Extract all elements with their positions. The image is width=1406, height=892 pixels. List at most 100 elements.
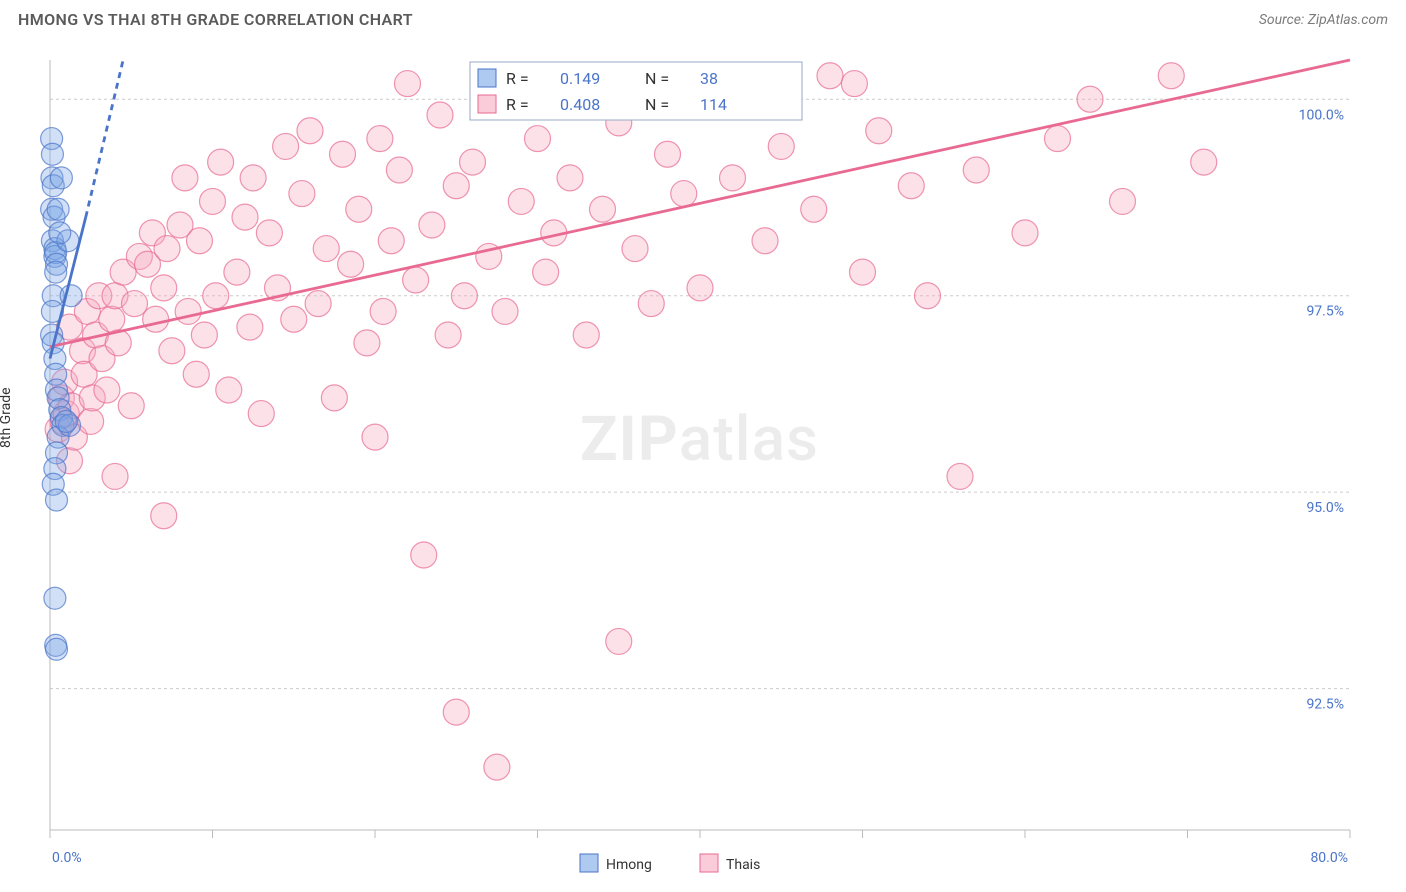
thais-point <box>1045 126 1071 152</box>
thais-point <box>191 322 217 348</box>
thais-point <box>183 361 209 387</box>
hmong-point <box>45 261 67 283</box>
thais-point <box>232 204 258 230</box>
thais-point <box>248 401 274 427</box>
thais-point <box>367 126 393 152</box>
thais-point <box>224 259 250 285</box>
y-axis-label: 8th Grade <box>0 387 14 448</box>
y-tick-label: 95.0% <box>1306 500 1344 516</box>
thais-point <box>321 385 347 411</box>
thais-point <box>752 228 778 254</box>
thais-point <box>240 165 266 191</box>
legend-r-value: 0.149 <box>560 69 600 88</box>
thais-point <box>256 220 282 246</box>
thais-point <box>273 133 299 159</box>
hmong-trendline-dashed <box>86 60 123 217</box>
thais-point <box>419 212 445 238</box>
thais-point <box>216 377 242 403</box>
thais-point <box>492 298 518 324</box>
thais-point <box>78 408 104 434</box>
thais-point <box>443 699 469 725</box>
thais-point <box>187 228 213 254</box>
x-end-label: 80.0% <box>1310 850 1348 866</box>
thais-point <box>460 149 486 175</box>
thais-point <box>435 322 461 348</box>
thais-point <box>203 283 229 309</box>
thais-point <box>143 306 169 332</box>
thais-point <box>443 173 469 199</box>
hmong-point <box>46 489 68 511</box>
thais-point <box>606 628 632 654</box>
thais-point <box>484 754 510 780</box>
thais-point <box>370 298 396 324</box>
thais-point <box>850 259 876 285</box>
thais-point <box>451 283 477 309</box>
legend-swatch <box>478 69 496 87</box>
hmong-point <box>50 167 72 189</box>
legend-r-value: 0.408 <box>560 95 600 114</box>
thais-point <box>362 424 388 450</box>
legend-bottom-label: Thais <box>726 857 760 873</box>
source-attribution: Source: ZipAtlas.com <box>1259 12 1388 28</box>
thais-point <box>200 188 226 214</box>
thais-point <box>175 298 201 324</box>
thais-point <box>525 126 551 152</box>
y-tick-label: 97.5% <box>1306 304 1344 320</box>
thais-point <box>118 393 144 419</box>
thais-point <box>354 330 380 356</box>
legend-r-label: R = <box>506 95 529 114</box>
legend-swatch <box>478 95 496 113</box>
legend-n-label: N = <box>645 69 669 88</box>
legend-r-label: R = <box>506 69 529 88</box>
watermark: ZIPatlas <box>580 403 819 476</box>
legend-n-label: N = <box>645 95 669 114</box>
thais-point <box>1110 188 1136 214</box>
thais-point <box>305 291 331 317</box>
thais-point <box>768 133 794 159</box>
legend-bottom-swatch <box>580 854 598 872</box>
chart-container: 8th Grade 92.5% 95.0% 97.5% 100.0% 0.0% 80.0%… <box>0 40 1406 892</box>
thais-point <box>427 102 453 128</box>
thais-point <box>154 236 180 262</box>
thais-point <box>411 542 437 568</box>
thais-point <box>297 118 323 144</box>
thais-point <box>947 463 973 489</box>
thais-point <box>557 165 583 191</box>
hmong-point <box>41 143 63 165</box>
y-tick-label: 100.0% <box>1299 107 1344 123</box>
legend-n-value: 114 <box>700 95 727 114</box>
thais-point <box>346 196 372 222</box>
thais-point <box>508 188 534 214</box>
thais-point <box>1191 149 1217 175</box>
thais-point <box>590 196 616 222</box>
thais-point <box>159 338 185 364</box>
thais-point <box>313 236 339 262</box>
thais-point <box>172 165 198 191</box>
hmong-point <box>47 198 69 220</box>
thais-point <box>655 141 681 167</box>
y-tick-label: 92.5% <box>1306 697 1344 713</box>
thais-point <box>151 275 177 301</box>
hmong-point <box>55 410 77 432</box>
thais-point <box>330 141 356 167</box>
thais-point <box>638 291 664 317</box>
thais-point <box>687 275 713 301</box>
thais-point <box>94 377 120 403</box>
scatter-chart: 92.5% 95.0% 97.5% 100.0% 0.0% 80.0% ZIPatlas R … <box>0 40 1406 892</box>
thais-point <box>237 314 263 340</box>
thais-point <box>1012 220 1038 246</box>
thais-point <box>898 173 924 199</box>
thais-point <box>122 291 148 317</box>
thais-point <box>1077 86 1103 112</box>
thais-point <box>403 267 429 293</box>
thais-point <box>281 306 307 332</box>
hmong-point <box>46 638 68 660</box>
thais-point <box>622 236 648 262</box>
thais-point <box>99 306 125 332</box>
x-start-label: 0.0% <box>52 850 82 866</box>
thais-point <box>801 196 827 222</box>
legend-n-value: 38 <box>700 69 718 88</box>
thais-point <box>573 322 599 348</box>
thais-point <box>395 71 421 97</box>
thais-point <box>866 118 892 144</box>
